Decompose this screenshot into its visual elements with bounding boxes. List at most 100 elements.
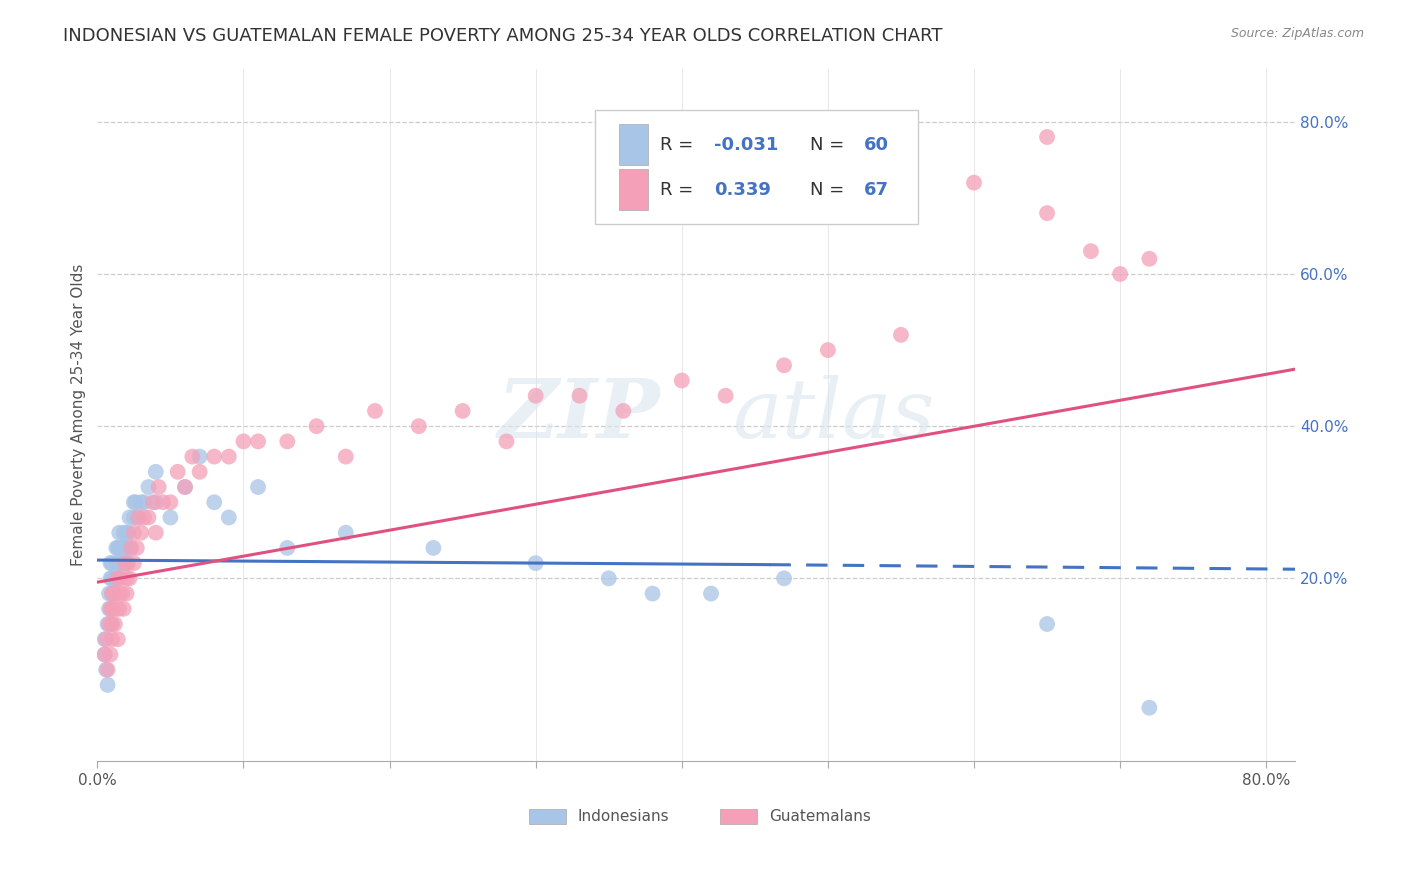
Point	[305, 419, 328, 434]
Point	[111, 541, 134, 555]
Point	[247, 480, 270, 494]
Point	[110, 571, 132, 585]
Point	[145, 525, 167, 540]
Text: N =: N =	[810, 181, 851, 199]
Point	[335, 525, 357, 540]
Point	[108, 601, 131, 615]
Point	[115, 525, 138, 540]
Point	[963, 176, 986, 190]
Point	[105, 601, 128, 615]
Point	[112, 601, 135, 615]
Point	[112, 556, 135, 570]
Text: N =: N =	[810, 136, 851, 153]
Text: Source: ZipAtlas.com: Source: ZipAtlas.com	[1230, 27, 1364, 40]
Point	[107, 632, 129, 647]
Point	[232, 434, 254, 449]
Text: INDONESIAN VS GUATEMALAN FEMALE POVERTY AMONG 25-34 YEAR OLDS CORRELATION CHART: INDONESIAN VS GUATEMALAN FEMALE POVERTY …	[63, 27, 943, 45]
Point	[98, 586, 121, 600]
Point	[112, 525, 135, 540]
Text: ZIP: ZIP	[498, 375, 661, 455]
Y-axis label: Female Poverty Among 25-34 Year Olds: Female Poverty Among 25-34 Year Olds	[72, 263, 86, 566]
Point	[641, 586, 664, 600]
Point	[127, 510, 149, 524]
Text: -0.031: -0.031	[714, 136, 779, 153]
Point	[104, 571, 127, 585]
Text: 67: 67	[865, 181, 889, 199]
Point	[247, 434, 270, 449]
Text: R =: R =	[661, 181, 699, 199]
Point	[124, 495, 146, 509]
Text: atlas: atlas	[733, 375, 935, 455]
Point	[101, 571, 124, 585]
Point	[1080, 244, 1102, 259]
Point	[773, 359, 796, 373]
Text: 60: 60	[865, 136, 889, 153]
Point	[115, 541, 138, 555]
Point	[1036, 617, 1059, 632]
Point	[148, 480, 170, 494]
Point	[100, 571, 122, 585]
Point	[524, 556, 547, 570]
Point	[117, 556, 139, 570]
Point	[107, 571, 129, 585]
Point	[127, 510, 149, 524]
Point	[100, 648, 122, 662]
Point	[107, 541, 129, 555]
Text: R =: R =	[661, 136, 699, 153]
Point	[97, 678, 120, 692]
Text: 0.339: 0.339	[714, 181, 772, 199]
Point	[166, 465, 188, 479]
Point	[111, 586, 134, 600]
Point	[100, 556, 122, 570]
Point	[174, 480, 197, 494]
Point	[104, 586, 127, 600]
Point	[122, 525, 145, 540]
FancyBboxPatch shape	[595, 110, 918, 224]
Point	[98, 617, 121, 632]
Point	[202, 450, 225, 464]
Point	[104, 617, 127, 632]
Point	[108, 586, 131, 600]
Point	[107, 571, 129, 585]
Point	[118, 571, 141, 585]
Point	[118, 510, 141, 524]
Point	[276, 541, 298, 555]
Point	[174, 480, 197, 494]
Point	[98, 601, 121, 615]
Point	[93, 648, 115, 662]
Point	[1109, 267, 1132, 281]
Point	[495, 434, 517, 449]
Point	[276, 434, 298, 449]
Point	[108, 525, 131, 540]
Point	[132, 495, 155, 509]
Point	[105, 541, 128, 555]
Point	[110, 556, 132, 570]
Point	[188, 465, 211, 479]
Point	[218, 450, 240, 464]
Point	[202, 495, 225, 509]
Point	[114, 556, 136, 570]
Point	[524, 389, 547, 403]
Point	[1036, 130, 1059, 145]
Point	[125, 541, 148, 555]
Point	[132, 510, 155, 524]
Point	[108, 556, 131, 570]
Point	[115, 571, 138, 585]
Point	[671, 374, 693, 388]
Point	[114, 541, 136, 555]
Point	[94, 663, 117, 677]
Point	[890, 327, 912, 342]
Point	[110, 541, 132, 555]
Point	[117, 525, 139, 540]
Point	[598, 571, 620, 585]
Point	[120, 541, 142, 555]
Point	[93, 648, 115, 662]
Point	[145, 495, 167, 509]
Point	[145, 465, 167, 479]
Point	[188, 450, 211, 464]
Point	[152, 495, 174, 509]
Point	[408, 419, 430, 434]
Point	[138, 510, 160, 524]
Point	[817, 343, 839, 357]
Point	[101, 601, 124, 615]
